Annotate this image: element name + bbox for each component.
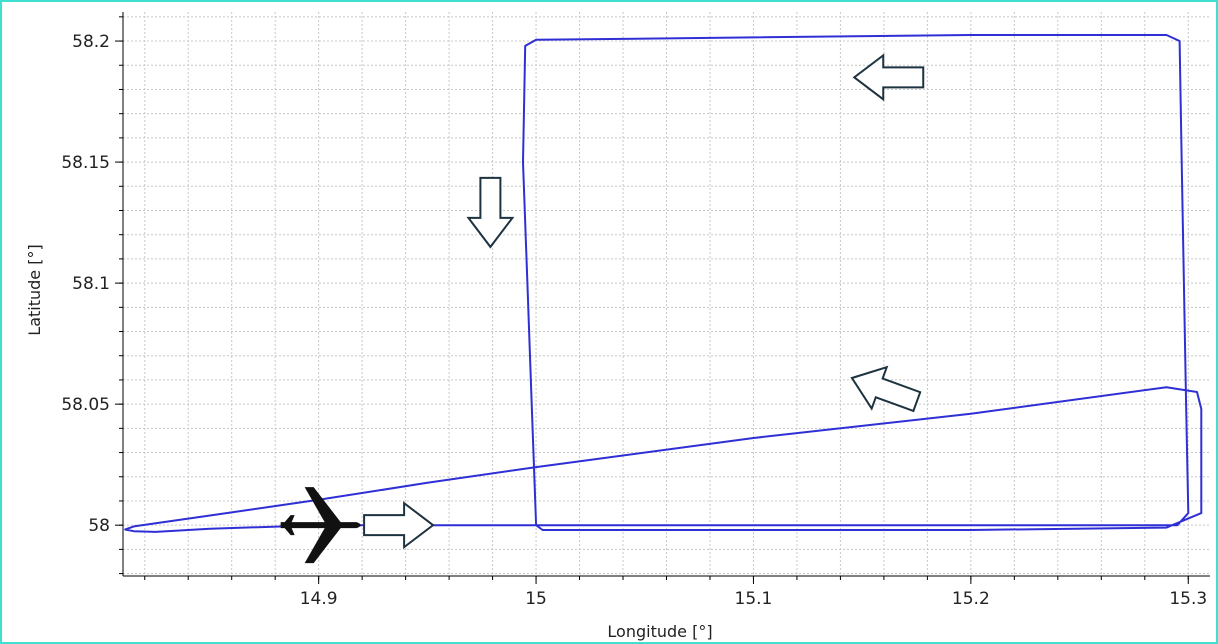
x-tick-label: 15 <box>525 589 547 609</box>
arrow-down-icon <box>466 176 515 249</box>
arrow-shape <box>850 365 922 413</box>
x-tick-label: 15.2 <box>952 589 990 609</box>
grid-lines <box>123 12 1210 576</box>
y-tick-label: 58.2 <box>72 32 110 52</box>
arrow-up-left-icon <box>850 365 922 413</box>
y-tick-label: 58.05 <box>61 395 110 415</box>
arrow-shape <box>852 53 925 102</box>
arrow-shape <box>363 501 435 550</box>
axes <box>119 12 1210 580</box>
series-layer <box>124 34 1203 533</box>
y-axis-label: Latitude [°] <box>25 244 44 335</box>
flight-track-line <box>124 34 1203 533</box>
y-tick-label: 58 <box>88 516 110 536</box>
y-tick-label: 58.1 <box>72 274 110 294</box>
airplane-icon <box>280 487 361 564</box>
annotation-layer <box>280 53 925 564</box>
x-axis-ticks: 14.9 15 15.1 15.2 15.3 <box>300 576 1207 609</box>
y-tick-label: 58.15 <box>61 153 110 173</box>
y-axis-ticks: 58 58.05 58.1 58.15 58.2 <box>61 32 123 536</box>
x-tick-label: 15.3 <box>1169 589 1207 609</box>
x-axis-label: Longitude [°] <box>607 622 712 641</box>
x-tick-label: 14.9 <box>300 589 338 609</box>
arrow-right-icon <box>363 501 435 550</box>
x-tick-label: 15.1 <box>735 589 773 609</box>
arrow-left-icon <box>852 53 925 102</box>
arrow-shape <box>466 176 515 249</box>
airplane-shape <box>280 487 361 564</box>
